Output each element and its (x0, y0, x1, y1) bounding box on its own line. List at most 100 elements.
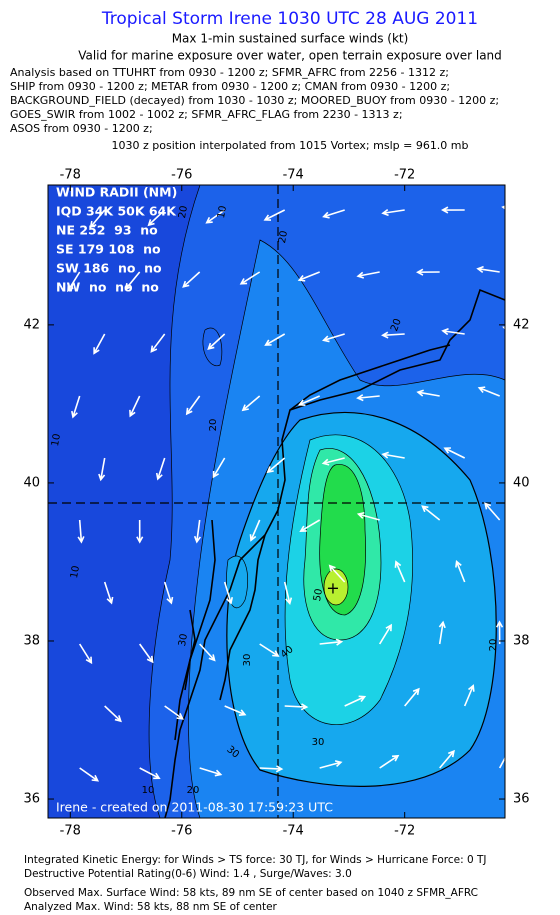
contour-label: 30 (312, 737, 325, 748)
wind-arrow (356, 511, 380, 521)
exposure-note: Valid for marine exposure over water, op… (78, 49, 502, 63)
wind-arrow (416, 268, 440, 276)
wind-arrow (93, 333, 106, 355)
footer-line: Analyzed Max. Wind: 58 kts, 88 nm SE of … (24, 901, 278, 913)
wind-arrow (98, 457, 106, 482)
radii-line: NE 252 93 no (56, 223, 158, 238)
wind-arrow (438, 620, 446, 645)
wind-arrow (507, 445, 525, 458)
wind-arrow (421, 505, 441, 521)
wind-arrow (284, 703, 309, 711)
wind-arrow (71, 395, 81, 419)
field-10 (202, 327, 223, 367)
wind-arrow (416, 389, 440, 397)
lon-label: -74 (283, 168, 304, 183)
wind-arrow (381, 331, 405, 339)
wind-arrow (495, 620, 504, 645)
lat-label: 38 (23, 633, 40, 648)
storm-center: + (326, 579, 339, 598)
wind-arrow (67, 271, 81, 293)
wind-arrow (185, 395, 201, 416)
map-frame (47, 184, 506, 819)
wind-arrow (212, 457, 226, 479)
radii-line: IQD 34K 50K 64K (56, 204, 177, 219)
wind-arrow (259, 765, 284, 773)
contour-label: 20 (208, 419, 219, 432)
wind-arrow (319, 760, 343, 769)
title: Tropical Storm Irene 1030 UTC 28 AUG 201… (101, 9, 478, 29)
contour-label: 10 (50, 433, 63, 447)
wind-arrow (249, 519, 261, 542)
contour-label: 30 (242, 654, 253, 667)
contour-label: 30 (177, 633, 190, 647)
wind-arrow (321, 457, 345, 466)
wind-arrow (283, 581, 293, 606)
wind-arrow (207, 333, 226, 350)
wind-arrow (502, 326, 505, 330)
lat-label: 38 (513, 633, 530, 648)
wind-arrow (525, 685, 531, 706)
wind-arrow (150, 333, 166, 353)
wind-arrow (205, 209, 226, 224)
wind-arrow (263, 209, 286, 221)
radii-line: WIND RADII (NM) (56, 185, 177, 200)
wind-arrow (378, 623, 393, 645)
wind-arrow (441, 206, 465, 214)
wind-arrow (404, 687, 420, 707)
contour-label: 20 (389, 317, 404, 333)
wind-arrow (266, 457, 286, 474)
wind-arrow (356, 394, 380, 402)
wind-arrow (264, 333, 286, 346)
wind-arrow (223, 581, 234, 605)
wind-radii: WIND RADII (NM) IQD 34K 50K 64K NE 252 93 … (56, 185, 177, 295)
wind-arrow (139, 767, 161, 780)
wind-arrow (136, 519, 144, 544)
contour-label: 20 (277, 230, 290, 244)
lat-label: 40 (23, 475, 40, 490)
wind-arrow (516, 561, 525, 582)
subtitle: Max 1-min sustained surface winds (kt) (172, 32, 409, 46)
wind-arrow (241, 395, 261, 412)
lat-label: 36 (513, 792, 530, 807)
axes: -78 -78 -76 -76 -74 -74 -72 -72 42 42 40 40 38 38 36 36 (23, 168, 529, 839)
position-note: 1030 z position interpolated from 1015 V… (111, 139, 468, 152)
wind-arrows (67, 205, 531, 782)
wind-arrow (322, 209, 345, 219)
wind-arrow (239, 271, 261, 285)
footer-line: Integrated Kinetic Energy: for Winds > T… (24, 854, 486, 866)
analysis-line: GOES_SWIR from 1002 - 1002 z; SFMR_AFRC_… (10, 108, 403, 121)
wind-arrow (322, 333, 345, 343)
wind-arrow (199, 767, 223, 777)
contour-label: 10 (216, 205, 229, 219)
contour-label: 20 (177, 205, 190, 219)
wind-arrow (139, 643, 154, 664)
wind-arrow (344, 695, 367, 707)
coastline (164, 288, 505, 818)
wind-arrow (199, 643, 216, 662)
wind-arrow (356, 271, 380, 279)
contour-label: 50 (312, 588, 325, 602)
wind-arrow (224, 705, 247, 716)
wind-arrow (193, 519, 202, 544)
wind-arrow (484, 502, 501, 521)
wind-arrow (297, 271, 320, 282)
lon-label: -76 (171, 824, 192, 839)
wind-arrow (79, 767, 100, 782)
lat-label: 40 (513, 475, 530, 490)
analysis-line: BACKGROUND_FIELD (decayed) from 1030 - 1… (10, 94, 499, 107)
wind-arrow (259, 643, 280, 657)
credit: Irene - created on 2011-08-30 17:59:23 U… (56, 800, 333, 815)
wind-arrow (463, 684, 475, 707)
wind-arrow (394, 560, 406, 583)
wind-arrow (477, 386, 500, 397)
radii-line: SE 179 108 no (56, 242, 161, 257)
lon-label: -72 (394, 168, 415, 183)
wind-arrow (328, 564, 346, 583)
contour-label: 10 (142, 785, 155, 796)
lat-label: 42 (513, 317, 530, 332)
radii-line: SW 186 no no (56, 261, 162, 276)
wind-arrow (381, 208, 405, 217)
wind-arrow (501, 205, 505, 210)
